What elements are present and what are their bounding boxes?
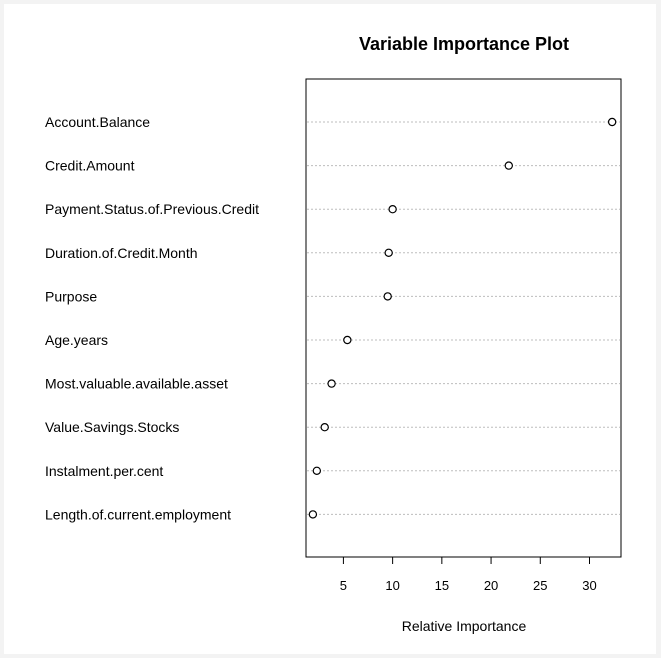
data-point — [504, 161, 513, 170]
x-tick-label: 30 — [582, 578, 596, 593]
category-label: Credit.Amount — [45, 158, 135, 174]
category-label: Duration.of.Credit.Month — [45, 245, 198, 261]
plot-frame: Variable Importance Plot Relative Import… — [4, 4, 656, 654]
data-point — [343, 335, 352, 345]
x-tick-label: 20 — [484, 578, 498, 593]
category-label: Payment.Status.of.Previous.Credit — [45, 201, 259, 217]
data-point — [312, 466, 322, 475]
data-point — [320, 423, 329, 432]
grid-layer — [307, 121, 620, 515]
category-label: Most.valuable.available.asset — [45, 376, 228, 392]
x-tick-label: 5 — [340, 578, 347, 593]
data-point — [308, 510, 318, 519]
x-axis: 5 10 15 20 25 30 — [340, 556, 597, 593]
plot-box — [305, 78, 622, 558]
category-labels: Account.Balance Credit.Amount Payment.Stat… — [45, 114, 259, 522]
x-tick-label: 15 — [435, 578, 449, 593]
data-point — [327, 379, 336, 388]
category-label: Age.years — [45, 332, 108, 348]
chart-title: Variable Importance Plot — [359, 34, 569, 54]
x-tick-label: 10 — [385, 578, 399, 593]
data-points — [308, 117, 617, 519]
data-point — [388, 204, 397, 214]
category-label: Instalment.per.cent — [45, 463, 163, 479]
category-label: Purpose — [45, 288, 97, 304]
category-label: Value.Savings.Stocks — [45, 419, 179, 435]
category-label: Length.of.current.employment — [45, 506, 231, 522]
data-point — [607, 117, 617, 127]
data-point — [383, 292, 392, 301]
category-label: Account.Balance — [45, 114, 150, 130]
data-point — [384, 248, 393, 257]
x-axis-title: Relative Importance — [402, 618, 527, 634]
variable-importance-chart: Variable Importance Plot Relative Import… — [45, 34, 622, 634]
x-tick-label: 25 — [533, 578, 547, 593]
